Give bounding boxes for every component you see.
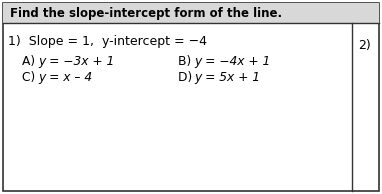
Text: y = 5x + 1: y = 5x + 1 bbox=[194, 72, 260, 85]
Text: A): A) bbox=[22, 55, 39, 68]
Text: 2): 2) bbox=[358, 38, 371, 51]
Bar bbox=[3, 3, 379, 23]
Text: 1)  Slope = 1,  y-intercept = −4: 1) Slope = 1, y-intercept = −4 bbox=[8, 35, 207, 48]
Text: B): B) bbox=[178, 55, 199, 68]
Text: y = x – 4: y = x – 4 bbox=[38, 72, 92, 85]
Text: D): D) bbox=[178, 72, 200, 85]
Text: y = −4x + 1: y = −4x + 1 bbox=[194, 55, 270, 68]
Text: Find the slope-intercept form of the line.: Find the slope-intercept form of the lin… bbox=[10, 7, 282, 20]
Text: C): C) bbox=[22, 72, 39, 85]
Text: y = −3x + 1: y = −3x + 1 bbox=[38, 55, 114, 68]
